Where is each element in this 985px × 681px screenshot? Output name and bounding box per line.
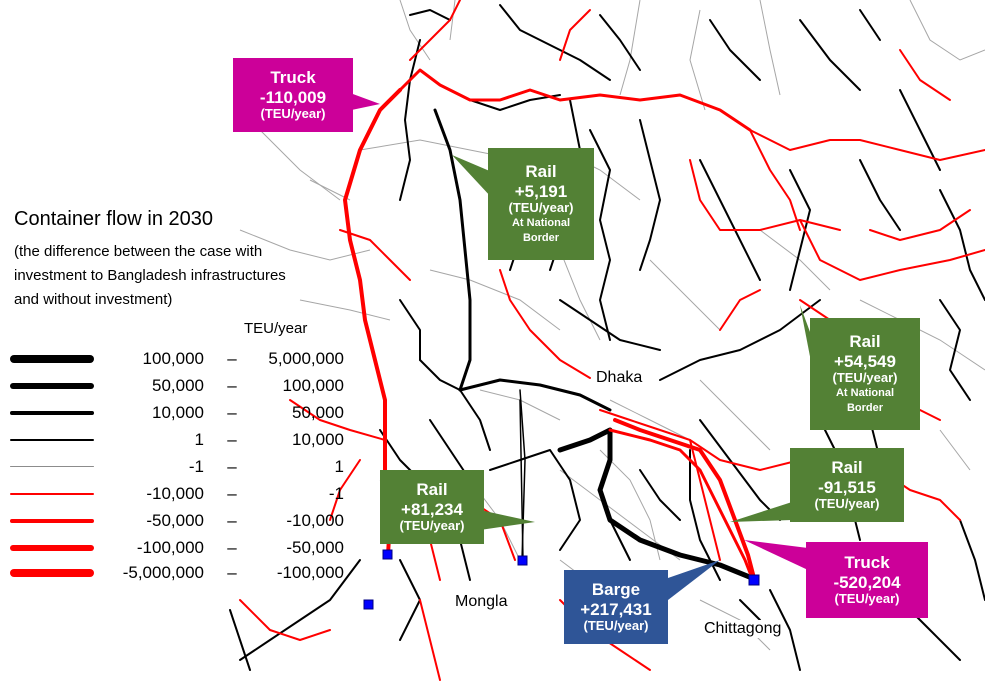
callout-rail-west: Rail +81,234 (TEU/year) bbox=[380, 470, 484, 544]
callout-mode: Truck bbox=[270, 67, 316, 87]
callout-pointers bbox=[342, 90, 813, 600]
callout-unit: (TEU/year) bbox=[832, 370, 898, 386]
legend-subtitle: (the difference between the case with in… bbox=[14, 243, 286, 308]
callout-barge: Barge +217,431 (TEU/year) bbox=[564, 570, 668, 644]
legend-range-to: -50,000 bbox=[286, 538, 344, 557]
legend-range-dash: – bbox=[227, 457, 237, 476]
callout-rail-east: Rail +54,549 (TEU/year) At National Bord… bbox=[810, 318, 920, 430]
legend-range-dash: – bbox=[227, 511, 237, 530]
legend-range-to: 50,000 bbox=[292, 403, 344, 422]
callout-unit: (TEU/year) bbox=[260, 106, 326, 122]
callout-mode: Rail bbox=[416, 479, 448, 499]
legend-row: 100,000 – 5,000,000 bbox=[0, 346, 360, 372]
legend-range-to: 100,000 bbox=[282, 376, 344, 395]
legend-row: -10,000 – -1 bbox=[0, 481, 360, 507]
legend-range-to: 10,000 bbox=[292, 430, 344, 449]
legend-range-from: 100,000 bbox=[142, 349, 204, 368]
legend-line-black-medium bbox=[10, 411, 94, 415]
legend-range-to: -100,000 bbox=[276, 563, 344, 582]
city-label-chittagong: Chittagong bbox=[702, 620, 784, 638]
callout-unit: (TEU/year) bbox=[814, 496, 880, 512]
legend-line-red-thickest bbox=[10, 569, 94, 577]
legend-range-dash: – bbox=[227, 563, 237, 582]
callout-rail-southeast: Rail -91,515 (TEU/year) bbox=[790, 448, 904, 522]
legend-unit: TEU/year bbox=[244, 320, 308, 337]
legend-range-from: -10,000 bbox=[146, 484, 204, 503]
legend-range-dash: – bbox=[227, 538, 237, 557]
legend-range-from: -100,000 bbox=[136, 538, 204, 557]
legend-range-to: -1 bbox=[328, 484, 344, 503]
legend-line-grey bbox=[10, 466, 94, 467]
legend-row: -100,000 – -50,000 bbox=[0, 535, 360, 561]
legend-line-black-thick bbox=[10, 383, 94, 389]
callout-note: At National Border bbox=[835, 387, 895, 415]
callout-value: +81,234 bbox=[401, 499, 463, 519]
callout-value: -520,204 bbox=[833, 572, 901, 592]
legend-range-dash: – bbox=[227, 349, 237, 368]
legend-line-red-thick bbox=[10, 545, 94, 551]
legend-row: 1 – 10,000 bbox=[0, 427, 360, 453]
legend-range-from: -5,000,000 bbox=[122, 563, 204, 582]
callout-value: -110,009 bbox=[259, 87, 327, 107]
legend-row: -50,000 – -10,000 bbox=[0, 508, 360, 534]
callout-mode: Rail bbox=[831, 457, 863, 477]
legend-line-black-thin bbox=[10, 439, 94, 441]
legend-line-black-thickest bbox=[10, 355, 94, 363]
callout-rail-north: Rail +5,191 (TEU/year) At National Borde… bbox=[488, 148, 594, 260]
legend-range-from: -50,000 bbox=[146, 511, 204, 530]
callout-unit: (TEU/year) bbox=[583, 618, 649, 634]
city-label-mongla: Mongla bbox=[453, 593, 510, 611]
legend-title: Container flow in 2030 bbox=[14, 208, 214, 230]
callout-note: At National Border bbox=[511, 217, 571, 245]
callout-value: +5,191 bbox=[514, 181, 568, 201]
legend-range-from: -1 bbox=[188, 457, 204, 476]
callout-unit: (TEU/year) bbox=[508, 200, 574, 216]
callout-unit: (TEU/year) bbox=[834, 591, 900, 607]
port-marker-chittagong bbox=[748, 574, 760, 586]
legend-range-dash: – bbox=[227, 376, 237, 395]
legend-line-red-thin bbox=[10, 493, 94, 495]
legend-range-to: 5,000,000 bbox=[268, 349, 344, 368]
callout-value: +54,549 bbox=[834, 351, 896, 371]
legend-range-dash: – bbox=[227, 484, 237, 503]
callout-mode: Truck bbox=[844, 552, 890, 572]
callout-mode: Barge bbox=[591, 579, 641, 599]
legend-range-to: 1 bbox=[334, 457, 344, 476]
port-markers bbox=[363, 549, 760, 610]
legend-range-dash: – bbox=[227, 430, 237, 449]
callout-value: -91,515 bbox=[818, 477, 876, 497]
port-marker-benapole bbox=[382, 549, 393, 560]
legend-row: -1 – 1 bbox=[0, 454, 360, 480]
legend-row: -5,000,000 – -100,000 bbox=[0, 560, 360, 586]
legend-range-from: 1 bbox=[194, 430, 204, 449]
callout-value: +217,431 bbox=[580, 599, 652, 619]
callout-mode: Rail bbox=[849, 332, 881, 352]
legend-range-from: 10,000 bbox=[152, 403, 204, 422]
port-marker-mongla bbox=[517, 555, 528, 566]
legend-line-red-medium bbox=[10, 519, 94, 523]
callout-unit: (TEU/year) bbox=[399, 518, 465, 534]
city-label-dhaka: Dhaka bbox=[594, 369, 645, 387]
legend-range-from: 50,000 bbox=[152, 376, 204, 395]
callout-truck-northwest: Truck -110,009 (TEU/year) bbox=[233, 58, 353, 132]
legend-row: 10,000 – 50,000 bbox=[0, 400, 360, 426]
port-marker-west bbox=[363, 599, 374, 610]
callout-mode: Rail bbox=[525, 162, 557, 182]
legend-range-dash: – bbox=[227, 403, 237, 422]
legend-row: 50,000 – 100,000 bbox=[0, 373, 360, 399]
callout-truck-southeast: Truck -520,204 (TEU/year) bbox=[806, 542, 928, 618]
legend-range-to: -10,000 bbox=[286, 511, 344, 530]
